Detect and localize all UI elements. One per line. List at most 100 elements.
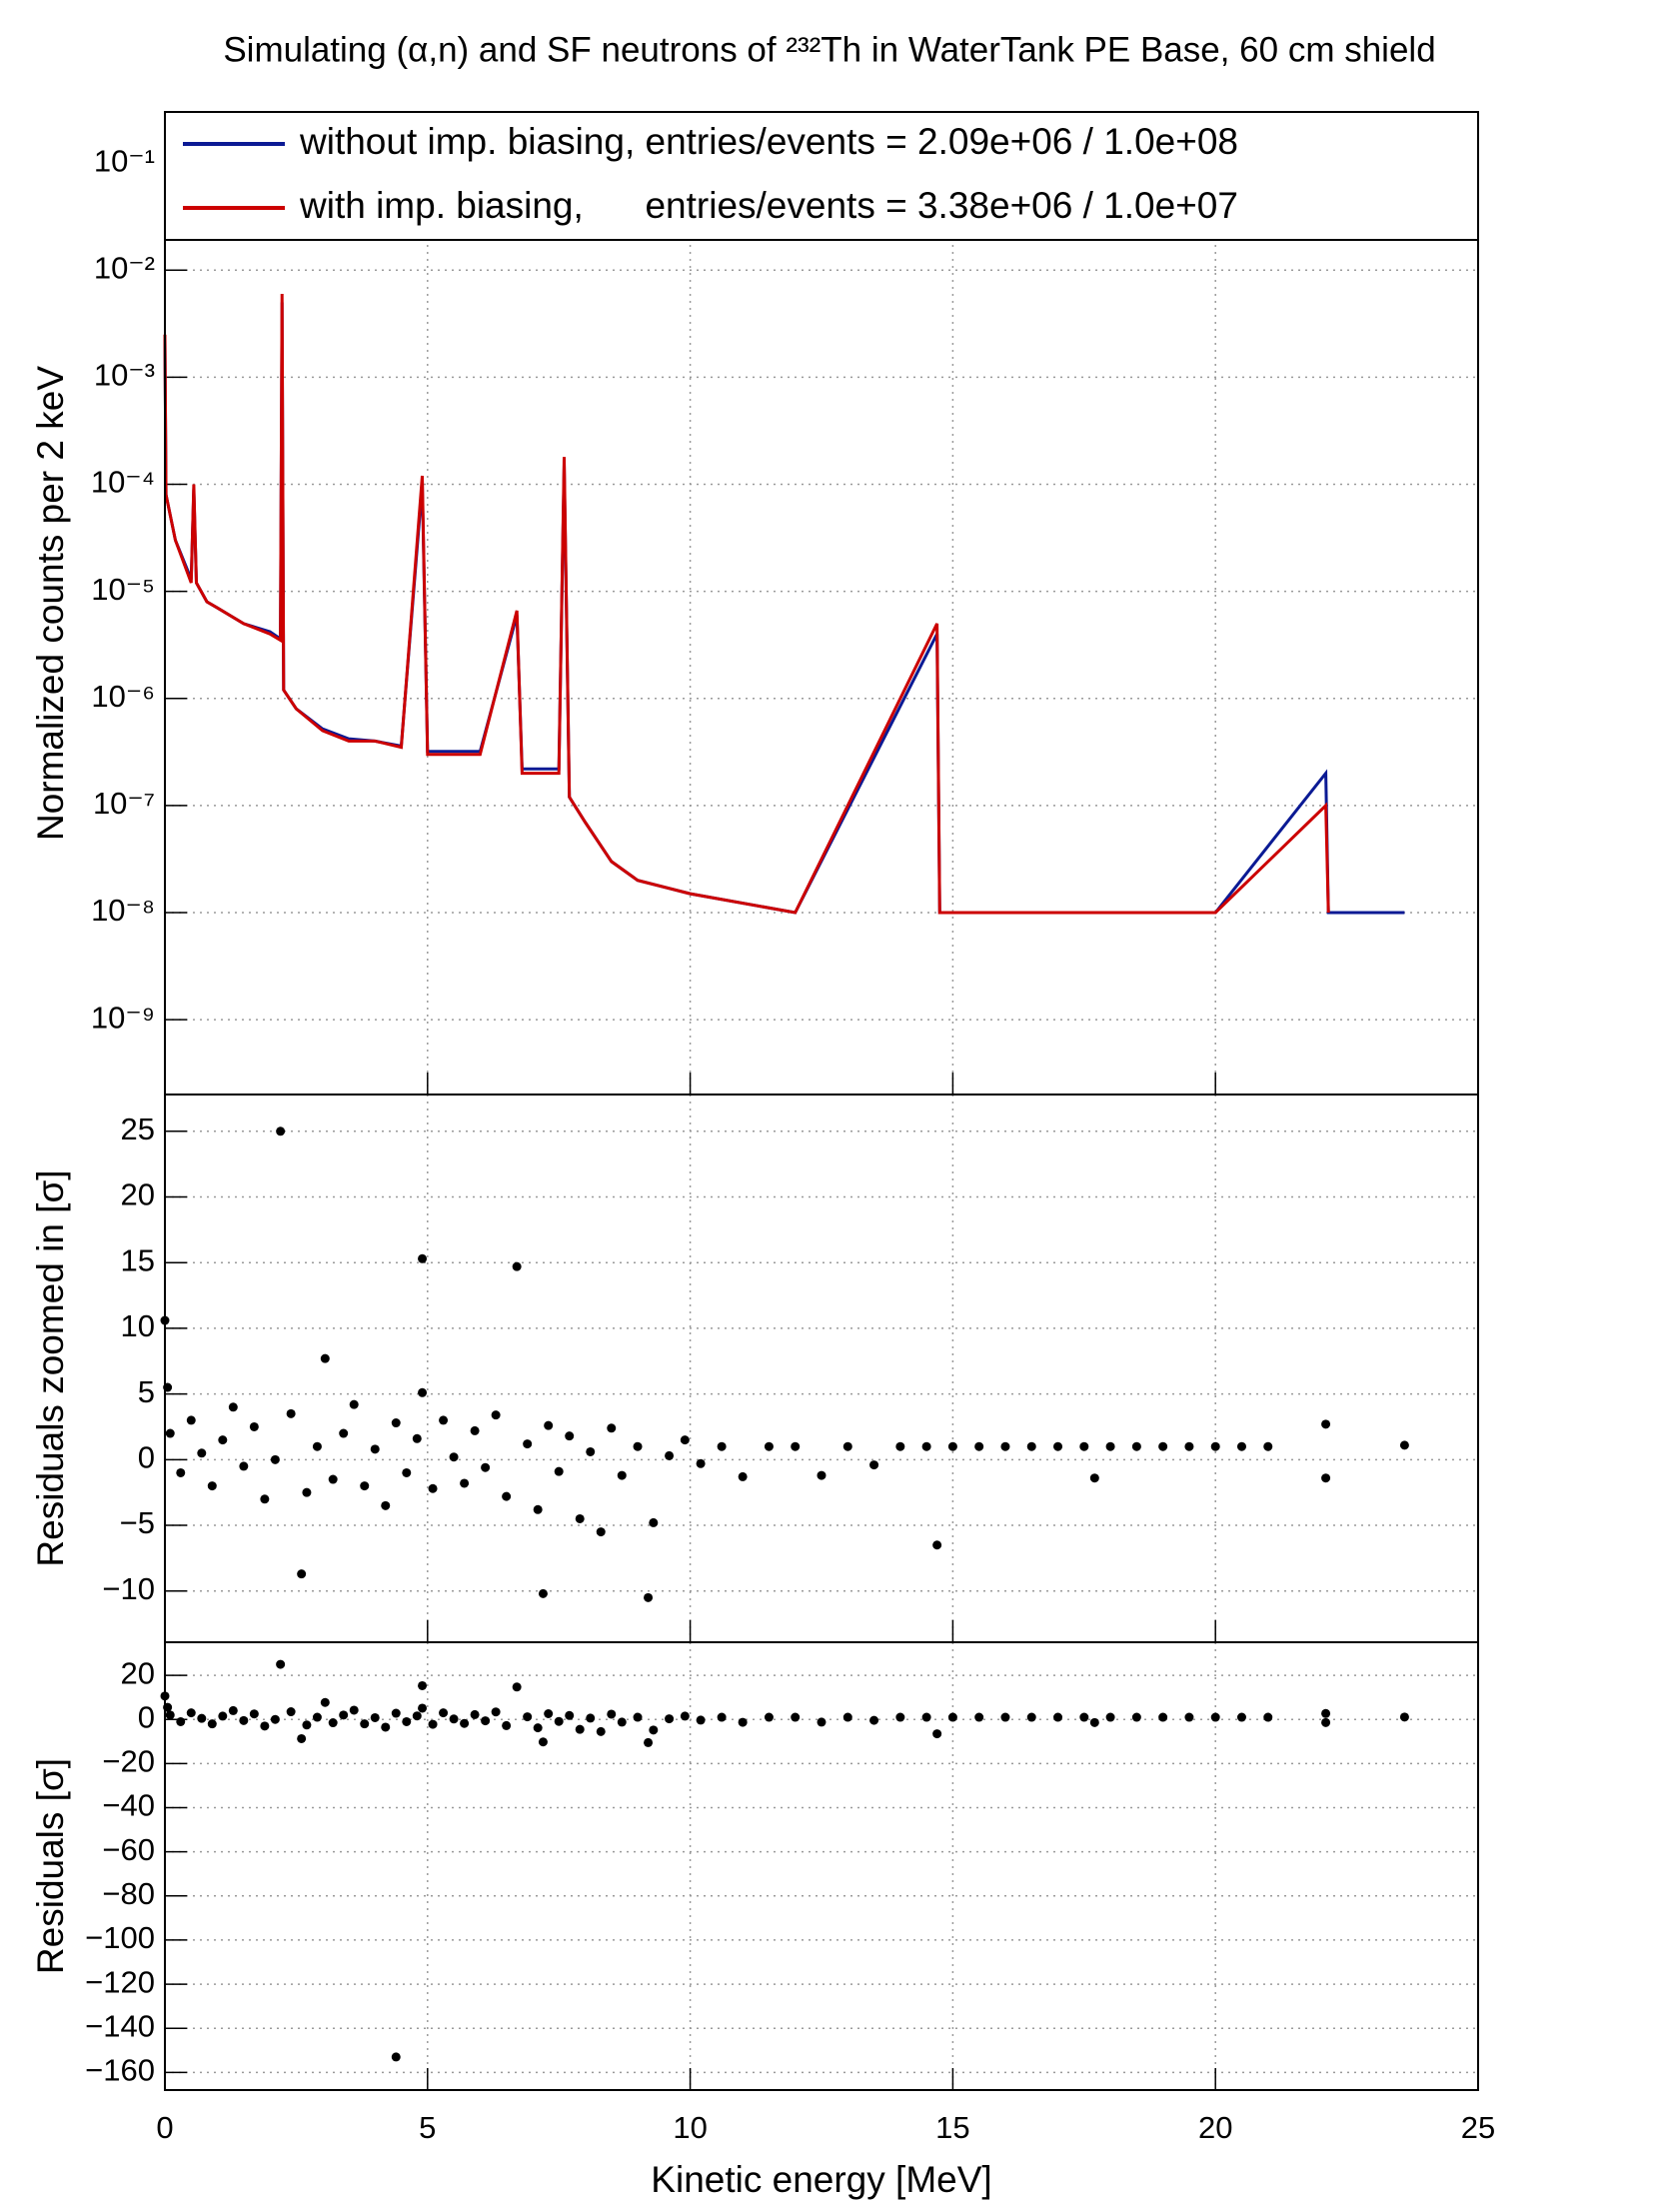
data-point [439,1708,449,1718]
data-point [791,1712,801,1722]
data-point [349,1399,359,1409]
data-point [320,1353,330,1363]
data-point [418,1703,428,1713]
data-point [738,1471,748,1481]
data-point [418,1253,428,1263]
data-point [544,1709,554,1719]
data-point [607,1709,617,1719]
data-point [565,1710,575,1720]
data-point [523,1712,533,1722]
y-tick-label: 10⁻⁹ [91,1000,155,1035]
y-tick-label: 10⁻¹ [94,143,155,178]
data-point [491,1410,501,1420]
data-point [470,1709,480,1719]
y-tick-label: −40 [102,1788,155,1823]
y-tick-label: 10⁻⁶ [91,679,155,714]
data-point [649,1725,659,1735]
data-point [932,1729,942,1739]
data-point [460,1718,470,1728]
data-point [617,1470,627,1480]
data-point [370,1712,380,1722]
data-point [470,1425,480,1435]
data-point [402,1467,412,1477]
data-point [512,1261,522,1271]
data-point [239,1461,249,1471]
data-point [328,1474,338,1484]
data-point [381,1722,391,1732]
data-point [974,1441,984,1451]
data-point [665,1450,675,1460]
legend-box [164,111,1479,241]
data-point [360,1481,370,1491]
y-tick-label: −5 [120,1505,155,1540]
data-point [596,1726,606,1736]
y-tick-label: −100 [85,1920,155,1955]
y-tick-label: −60 [102,1832,155,1867]
data-point [270,1714,280,1724]
data-point [218,1711,228,1721]
chart-title: Simulating (α,n) and SF neutrons of ²³²T… [223,30,1435,69]
data-point [791,1441,801,1451]
data-point [665,1714,675,1724]
y-tick-label: −120 [85,1964,155,1999]
y-tick-label: 0 [138,1440,155,1475]
data-point [391,1708,401,1718]
data-point [339,1428,349,1438]
data-point [575,1724,585,1734]
data-point [381,1500,391,1510]
y-tick-label: −140 [85,2008,155,2043]
y-tick-label: 10⁻⁸ [91,893,155,928]
data-point [481,1462,491,1472]
x-tick-label: 15 [935,2110,969,2145]
data-point [696,1715,706,1725]
data-point [428,1483,438,1493]
y-tick-label: 5 [138,1374,155,1409]
data-point [1105,1441,1115,1451]
data-point [302,1487,312,1497]
y-tick-label: 20 [121,1655,155,1690]
data-point [1089,1473,1099,1483]
data-point [1321,1473,1331,1483]
y-tick-label: 10⁻³ [94,358,155,393]
data-point [418,1680,428,1690]
y-tick-label: 25 [121,1111,155,1146]
data-point [286,1707,296,1717]
data-point [1210,1712,1220,1722]
data-point [197,1713,207,1723]
x-axis-label: Kinetic energy [MeV] [651,2159,991,2200]
data-point [680,1711,690,1721]
data-point [412,1433,422,1443]
data-point [947,1441,957,1451]
data-point [1263,1441,1273,1451]
data-point [533,1723,543,1733]
data-point [491,1707,501,1717]
data-point [412,1711,422,1721]
data-point [249,1709,259,1719]
data-point [869,1460,879,1470]
data-point [921,1441,931,1451]
data-point [607,1423,617,1433]
data-point [1321,1717,1331,1727]
data-point [1263,1712,1273,1722]
y-tick-label: 10⁻⁴ [91,465,155,500]
data-point [544,1420,554,1430]
data-point [895,1441,905,1451]
data-point [644,1737,654,1747]
y-tick-label: 0 [138,1699,155,1734]
data-point [1321,1419,1331,1429]
data-point [932,1540,942,1550]
data-point [649,1517,659,1527]
data-point [586,1446,596,1456]
y-tick-label: −10 [102,1571,155,1606]
y-tick-label: 10⁻⁷ [93,786,155,821]
data-point [1053,1712,1063,1722]
data-point [197,1448,207,1458]
y-tick-label: 20 [121,1177,155,1212]
data-point [1236,1441,1246,1451]
data-point [1079,1441,1089,1451]
data-point [502,1720,512,1730]
data-point [165,1710,175,1720]
x-tick-label: 25 [1461,2110,1495,2145]
data-point [817,1470,827,1480]
data-point [349,1705,359,1715]
